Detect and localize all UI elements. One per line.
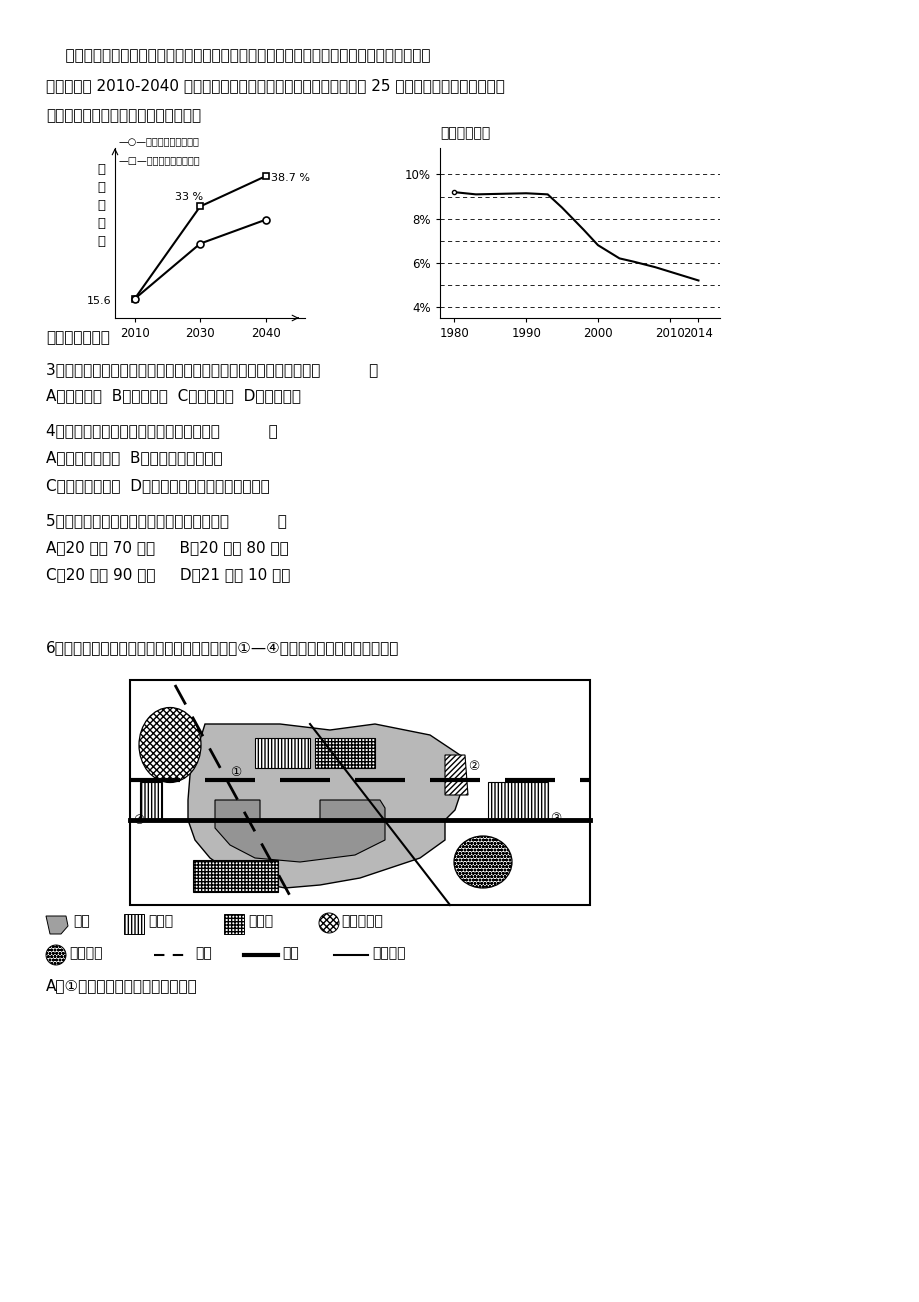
Text: ①: ①: [230, 766, 241, 779]
Text: 6、下图为我国某城市功能区规划示意图，图中①—④地规划住宅区的原因正确的是: 6、下图为我国某城市功能区规划示意图，图中①—④地规划住宅区的原因正确的是: [46, 641, 399, 655]
Polygon shape: [215, 799, 384, 862]
Text: ④: ④: [133, 814, 144, 827]
Bar: [255, 738, 310, 768]
Text: A．20 世纪 70 年代     B．20 世纪 80 年代: A．20 世纪 70 年代 B．20 世纪 80 年代: [46, 540, 289, 555]
Text: A．①地方便工人上下班，房价较低: A．①地方便工人上下班，房价较低: [46, 978, 198, 993]
Polygon shape: [187, 724, 464, 888]
Text: 度: 度: [96, 234, 105, 247]
Bar: [140, 783, 162, 820]
Polygon shape: [445, 755, 468, 796]
Text: 3．导致我国城乡人口老龄化程度出现如图中差异的最主要原因是（          ）: 3．导致我国城乡人口老龄化程度出现如图中差异的最主要原因是（ ）: [46, 362, 378, 378]
Text: 38.7 %: 38.7 %: [270, 173, 310, 182]
Text: 5．右图反映出甲地区人口出生率陀降始于（          ）: 5．右图反映出甲地区人口出生率陀降始于（ ）: [46, 513, 287, 529]
Text: ②: ②: [468, 760, 479, 773]
Text: 公路干线: 公路干线: [371, 947, 405, 960]
Text: 15.6: 15.6: [87, 296, 111, 306]
Text: 住宅区: 住宅区: [148, 914, 173, 928]
Text: 性。读我国 2010-2040 年人口老龄化程度图（左图）和我国甲区域近 25 年普通小学在校学生数占全: 性。读我国 2010-2040 年人口老龄化程度图（左图）和我国甲区域近 25 …: [46, 78, 505, 92]
Text: 工业区: 工业区: [248, 914, 273, 928]
Text: —□—农村人口老龄化程度: —□—农村人口老龄化程度: [119, 155, 200, 165]
Ellipse shape: [453, 836, 512, 888]
Text: —○—城镇人口老龄化程度: —○—城镇人口老龄化程度: [119, 137, 199, 146]
Text: 4．左图中反映的现象可能会带来该区域（          ）: 4．左图中反映的现象可能会带来该区域（ ）: [46, 423, 278, 437]
Text: 33 %: 33 %: [176, 193, 203, 202]
Text: 占全国的比例: 占全国的比例: [439, 126, 490, 141]
Text: 程: 程: [96, 217, 105, 230]
Text: A．人口迁移  B．教育水平  C．医疗水平  D．环境质量: A．人口迁移 B．教育水平 C．医疗水平 D．环境质量: [46, 388, 301, 404]
Text: 龄: 龄: [96, 181, 105, 194]
Text: 老: 老: [96, 163, 105, 176]
Text: 地铁: 地铁: [282, 947, 299, 960]
Bar: [124, 914, 144, 934]
Bar: [223, 914, 244, 934]
Text: 森林公园: 森林公园: [69, 947, 102, 960]
Text: 国小学在校学生数的比例图（右图）。: 国小学在校学生数的比例图（右图）。: [46, 108, 201, 122]
Bar: [487, 783, 548, 820]
Text: A．城乡协调发展  B．农业发展水平提高: A．城乡协调发展 B．农业发展水平提高: [46, 450, 222, 465]
Text: ③: ③: [550, 812, 561, 825]
Bar: [193, 861, 278, 892]
Text: 化: 化: [96, 199, 105, 212]
Text: 生态农业区: 生态农业区: [341, 914, 382, 928]
Text: 铁路: 铁路: [195, 947, 211, 960]
Ellipse shape: [319, 913, 338, 934]
Bar: [314, 738, 375, 768]
Ellipse shape: [139, 707, 200, 783]
Text: 完成下列小题。: 完成下列小题。: [46, 329, 109, 345]
Ellipse shape: [46, 945, 66, 965]
Bar: [130, 680, 589, 905]
Text: 我国城乡间的经济发展水平差异很大，与此同时，人口发展形势也表现出明显的区域不平衡: 我国城乡间的经济发展水平差异很大，与此同时，人口发展形势也表现出明显的区域不平衡: [46, 48, 430, 62]
Polygon shape: [46, 917, 68, 934]
Text: C．土地资源浪费  D．农村老龄化问题得以彻底解决: C．土地资源浪费 D．农村老龄化问题得以彻底解决: [46, 478, 269, 493]
Text: 市区: 市区: [73, 914, 90, 928]
Text: C．20 世纪 90 年代     D．21 世纪 10 年代: C．20 世纪 90 年代 D．21 世纪 10 年代: [46, 566, 290, 582]
